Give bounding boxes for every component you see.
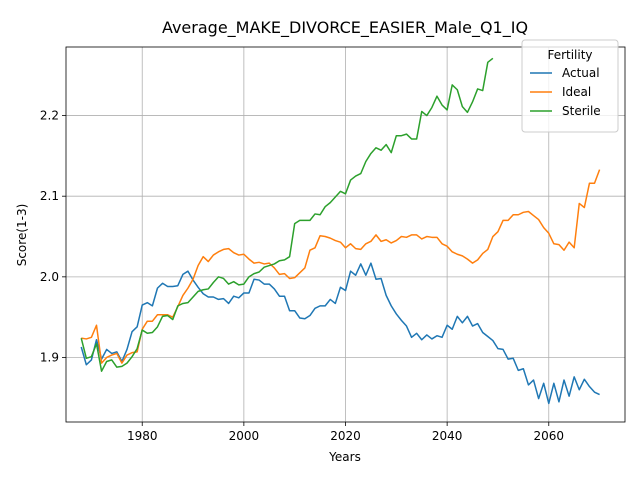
y-tick-label: 1.9 — [40, 350, 59, 364]
legend: Fertility Actual Ideal Sterile — [521, 39, 619, 133]
y-axis-label: Score(1-3) — [15, 204, 29, 267]
x-tick-label: 2040 — [432, 429, 463, 443]
series-layer — [80, 57, 601, 405]
series-line-sterile — [80, 57, 494, 372]
x-axis-label: Years — [328, 450, 361, 464]
chart-title: Average_MAKE_DIVORCE_EASIER_Male_Q1_IQ — [162, 18, 528, 38]
y-tick-label: 2.1 — [40, 189, 59, 203]
legend-label-sterile: Sterile — [562, 104, 601, 118]
legend-items: Actual Ideal Sterile — [530, 66, 601, 118]
series-line-ideal — [81, 169, 601, 364]
x-tick-label: 2060 — [533, 429, 564, 443]
y-tick-label: 2.2 — [40, 109, 59, 123]
legend-title: Fertility — [547, 48, 592, 62]
x-axis-ticks: 1980 2000 2020 2040 2060 — [127, 422, 564, 443]
legend-label-actual: Actual — [562, 66, 600, 80]
y-axis-ticks: 1.9 2.0 2.1 2.2 — [40, 109, 66, 364]
series-line-actual — [80, 262, 600, 405]
x-tick-label: 1980 — [127, 429, 158, 443]
legend-box — [521, 39, 619, 133]
y-tick-label: 2.0 — [40, 270, 59, 284]
x-tick-label: 2020 — [330, 429, 361, 443]
legend-label-ideal: Ideal — [562, 85, 591, 99]
x-tick-label: 2000 — [229, 429, 260, 443]
